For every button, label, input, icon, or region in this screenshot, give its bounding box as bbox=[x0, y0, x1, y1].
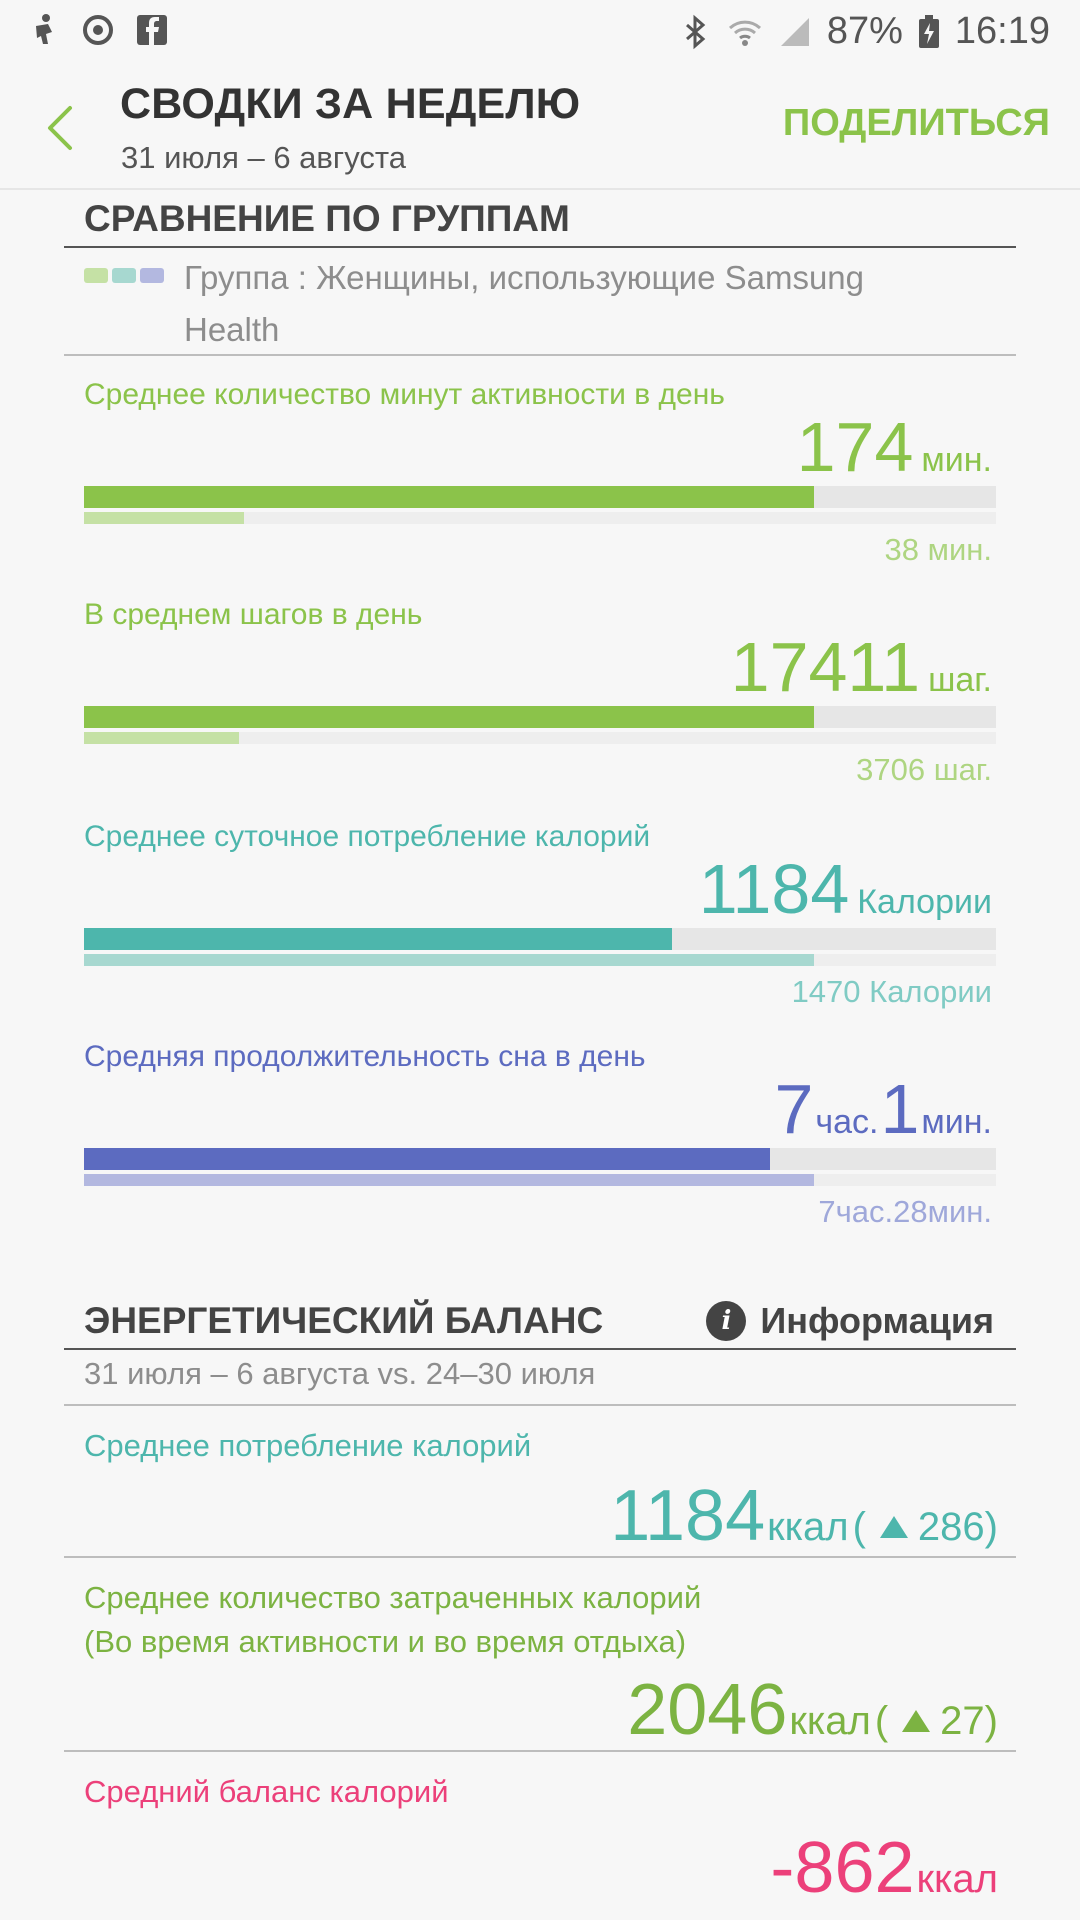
metric-value-steps: 17411 шаг. bbox=[731, 632, 992, 702]
app-header: СВОДКИ ЗА НЕДЕЛЮ 31 июля – 6 августа ПОД… bbox=[0, 66, 1080, 190]
legend-swatch-purple bbox=[140, 268, 164, 283]
triangle-up-icon bbox=[879, 1516, 908, 1538]
signal-icon bbox=[780, 17, 809, 46]
unit-minutes: мин. bbox=[921, 1103, 992, 1141]
divider bbox=[64, 246, 1016, 248]
delta: (286) bbox=[852, 1505, 998, 1549]
user-bar-fill bbox=[84, 1148, 770, 1170]
divider bbox=[64, 1750, 1016, 1752]
value-number: 17411 bbox=[730, 628, 921, 706]
value-unit: ккал bbox=[916, 1857, 998, 1901]
group-comparison-title: СРАВНЕНИЕ ПО ГРУППАМ bbox=[84, 198, 570, 239]
metric-value-active-minutes: 174 мин. bbox=[797, 412, 992, 482]
label-line-1: Среднее количество затраченных калорий bbox=[84, 1580, 702, 1615]
value-number: -862 bbox=[770, 1828, 915, 1908]
group-bar-fill bbox=[84, 732, 240, 744]
battery-percent: 87% bbox=[826, 10, 903, 52]
group-legend-text: Группа : Женщины, использующие Samsung H… bbox=[184, 259, 865, 348]
value-unit: ккал bbox=[767, 1505, 849, 1549]
value-number: 2046 bbox=[627, 1670, 788, 1750]
group-average-value: 7час.28мин. bbox=[818, 1194, 992, 1229]
metric-label-sleep: Средняя продолжительность сна в день bbox=[84, 1040, 646, 1073]
clock: 16:19 bbox=[954, 10, 1050, 52]
group-bar-track bbox=[84, 732, 996, 744]
legend-swatch-teal bbox=[112, 268, 136, 283]
fitness-icon bbox=[36, 14, 52, 44]
value-unit: шаг. bbox=[928, 661, 992, 699]
value-unit: мин. bbox=[921, 441, 992, 479]
delta-value: 286 bbox=[917, 1505, 985, 1549]
info-button[interactable]: i Информация bbox=[706, 1300, 994, 1342]
eb-label-calories-burned: Среднее количество затраченных калорий (… bbox=[84, 1576, 701, 1664]
metric-value-calorie-intake: 1184 Калории bbox=[699, 854, 992, 924]
group-average-value: 1470 Калории bbox=[791, 974, 992, 1009]
group-average-value: 38 мин. bbox=[884, 532, 992, 567]
info-icon: i bbox=[706, 1301, 747, 1341]
user-bar-track bbox=[84, 928, 996, 950]
triangle-up-icon bbox=[902, 1710, 931, 1732]
user-bar-fill bbox=[84, 706, 814, 728]
user-bar-fill bbox=[84, 928, 673, 950]
user-bar-fill bbox=[84, 486, 814, 508]
group-average-value: 3706 шаг. bbox=[856, 752, 992, 787]
divider bbox=[64, 1556, 1016, 1558]
value-number: 1184 bbox=[610, 1476, 766, 1556]
metric-label-steps: В среднем шагов в день bbox=[84, 598, 423, 631]
group-bar-track bbox=[84, 512, 996, 524]
user-bar-track bbox=[84, 486, 996, 508]
wifi-icon bbox=[728, 20, 761, 46]
value-number: 1184 bbox=[698, 850, 850, 928]
value-unit: ккал bbox=[789, 1699, 871, 1743]
date-range: 31 июля – 6 августа bbox=[121, 140, 406, 175]
page-title: СВОДКИ ЗА НЕДЕЛЮ bbox=[120, 80, 581, 128]
label-line-2: (Во время активности и во время отдыха) bbox=[84, 1624, 687, 1659]
group-bar-fill bbox=[84, 954, 814, 966]
status-bar: 87% 16:19 bbox=[0, 0, 1080, 66]
group-bar-fill bbox=[84, 512, 244, 524]
eb-label-calorie-balance: Средний баланс калорий bbox=[84, 1774, 449, 1809]
divider bbox=[64, 354, 1016, 356]
value-number: 174 bbox=[796, 408, 914, 486]
user-bar-track bbox=[84, 706, 996, 728]
comparison-period: 31 июля – 6 августа vs. 24–30 июля bbox=[84, 1356, 596, 1391]
legend-swatch-green bbox=[84, 268, 108, 283]
user-bar-track bbox=[84, 1148, 996, 1170]
metric-value-sleep: 7 час. 1 мин. bbox=[774, 1074, 992, 1144]
value-unit: Калории bbox=[857, 883, 992, 921]
share-button[interactable]: ПОДЕЛИТЬСЯ bbox=[782, 102, 1050, 144]
group-bar-track bbox=[84, 1174, 996, 1186]
value-hours: 7 bbox=[774, 1070, 814, 1148]
facebook-icon bbox=[137, 15, 167, 45]
sync-icon bbox=[83, 15, 113, 45]
metric-label-active-minutes: Среднее количество минут активности в де… bbox=[84, 378, 725, 411]
value-minutes: 1 bbox=[880, 1070, 920, 1148]
back-arrow-icon[interactable] bbox=[40, 102, 80, 154]
group-bar-fill bbox=[84, 1174, 814, 1186]
metric-label-calorie-intake: Среднее суточное потребление калорий bbox=[84, 820, 651, 853]
delta-value: 27 bbox=[940, 1699, 985, 1743]
energy-balance-title: ЭНЕРГЕТИЧЕСКИЙ БАЛАНС bbox=[84, 1300, 604, 1341]
unit-hours: час. bbox=[815, 1103, 879, 1141]
divider bbox=[64, 1404, 1016, 1406]
eb-value-calorie-balance: -862 ккал bbox=[770, 1832, 998, 1904]
delta: (27) bbox=[874, 1699, 998, 1743]
eb-value-calorie-intake: 1184 ккал (286) bbox=[610, 1480, 998, 1552]
group-legend-swatches bbox=[84, 258, 168, 283]
info-label: Информация bbox=[760, 1300, 994, 1341]
eb-value-calories-burned: 2046 ккал (27) bbox=[627, 1674, 998, 1746]
group-bar-track bbox=[84, 954, 996, 966]
bluetooth-icon bbox=[685, 14, 706, 49]
battery-charging-icon bbox=[918, 14, 939, 48]
divider bbox=[64, 1348, 1016, 1350]
eb-label-calorie-intake: Среднее потребление калорий bbox=[84, 1428, 532, 1463]
